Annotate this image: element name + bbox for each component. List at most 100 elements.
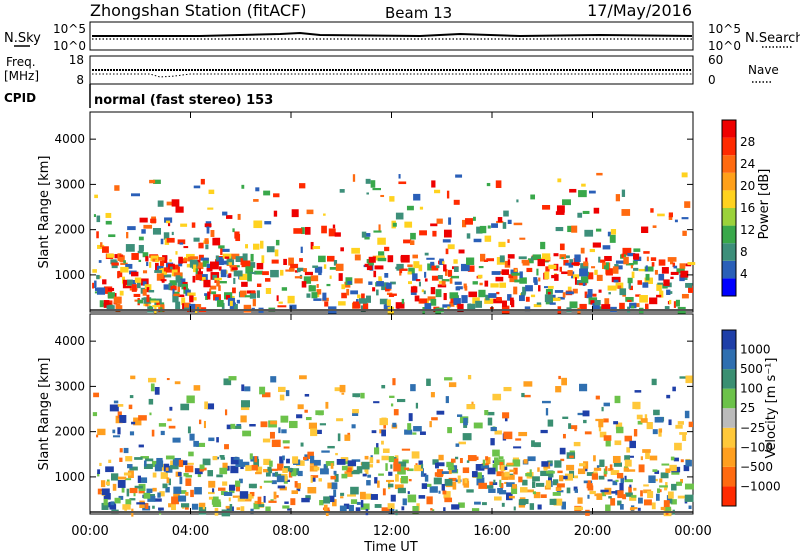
data-cell <box>494 496 502 501</box>
data-cell <box>290 498 296 506</box>
data-cell <box>150 383 155 392</box>
data-cell <box>596 274 603 281</box>
data-cell <box>265 472 271 477</box>
data-cell <box>601 490 607 497</box>
data-cell <box>491 271 501 275</box>
data-cell <box>291 209 299 218</box>
data-cell <box>507 239 510 243</box>
data-cell <box>241 384 245 392</box>
data-cell <box>661 463 670 466</box>
data-cell <box>555 211 565 215</box>
data-cell <box>614 440 622 446</box>
data-cell <box>229 302 237 311</box>
data-cell <box>296 486 301 492</box>
data-cell <box>519 498 529 505</box>
data-cell <box>670 271 679 275</box>
data-cell <box>309 455 315 464</box>
data-cell <box>228 484 236 491</box>
data-cell <box>559 243 565 251</box>
data-cell <box>222 253 232 259</box>
data-cell <box>149 261 152 268</box>
data-cell <box>96 274 100 280</box>
data-cell <box>685 375 693 384</box>
data-cell <box>382 488 386 496</box>
data-cell <box>175 275 181 283</box>
data-cell <box>214 277 222 281</box>
data-cell <box>117 480 126 488</box>
data-cell <box>256 466 263 473</box>
colorbar-tick-label: −25 <box>740 421 765 435</box>
data-cell <box>384 273 389 278</box>
colorbar-tick-label: 4 <box>740 267 748 281</box>
data-cell <box>558 375 561 380</box>
data-cell <box>547 419 554 427</box>
data-cell <box>245 266 254 274</box>
data-cell <box>248 483 257 489</box>
data-cell <box>449 292 459 299</box>
data-cell <box>447 427 452 434</box>
data-cell <box>554 290 564 293</box>
data-cell <box>332 224 336 229</box>
data-cell <box>598 420 604 428</box>
data-cell <box>277 463 284 471</box>
data-cell <box>681 293 689 299</box>
data-cell <box>532 481 536 488</box>
data-cell <box>152 487 157 492</box>
data-cell <box>557 296 565 300</box>
data-cell <box>105 220 112 225</box>
data-cell <box>282 468 288 473</box>
noise-sky-trace <box>92 31 693 38</box>
data-cell <box>131 271 139 277</box>
data-cell <box>629 440 636 449</box>
data-cell <box>457 475 461 484</box>
data-cell <box>681 217 689 220</box>
data-cell <box>676 481 682 486</box>
data-cell <box>419 206 424 210</box>
data-cell <box>175 301 181 310</box>
data-cell <box>323 213 326 216</box>
data-cell <box>240 415 247 423</box>
data-cell <box>353 469 359 473</box>
data-cell <box>336 458 346 465</box>
data-cell <box>170 264 180 271</box>
data-cell <box>430 261 435 269</box>
data-cell <box>541 400 551 404</box>
data-cell <box>301 497 310 503</box>
data-cell <box>471 471 478 478</box>
data-cell <box>462 433 472 441</box>
data-cell <box>644 277 654 284</box>
data-cell <box>212 496 219 501</box>
data-cell <box>506 462 514 466</box>
data-cell <box>462 219 467 228</box>
data-cell <box>671 470 680 475</box>
data-cell <box>443 229 452 238</box>
data-cell <box>601 304 611 310</box>
data-cell <box>378 224 381 232</box>
data-cell <box>218 487 226 491</box>
colorbar-segment <box>722 388 736 409</box>
data-cell <box>408 267 415 275</box>
data-cell <box>309 465 318 472</box>
data-cell <box>180 503 190 508</box>
data-cell <box>195 268 199 275</box>
data-cell <box>209 288 212 294</box>
data-cell <box>96 287 106 295</box>
data-cell <box>236 299 240 304</box>
data-cell <box>276 475 285 483</box>
data-cell <box>557 178 562 183</box>
data-cell <box>126 231 129 239</box>
data-cell <box>173 272 183 277</box>
data-cell <box>198 242 204 249</box>
data-cell <box>455 443 460 447</box>
data-cell <box>177 279 182 288</box>
data-cell <box>448 217 452 225</box>
data-cell <box>410 232 416 240</box>
data-cell <box>321 225 327 234</box>
data-cell <box>157 200 164 207</box>
data-cell <box>313 466 320 471</box>
data-cell <box>616 426 624 434</box>
data-cell <box>300 442 304 447</box>
colorbar-segment <box>722 330 736 350</box>
data-cell <box>438 454 444 461</box>
data-cell <box>442 239 451 243</box>
